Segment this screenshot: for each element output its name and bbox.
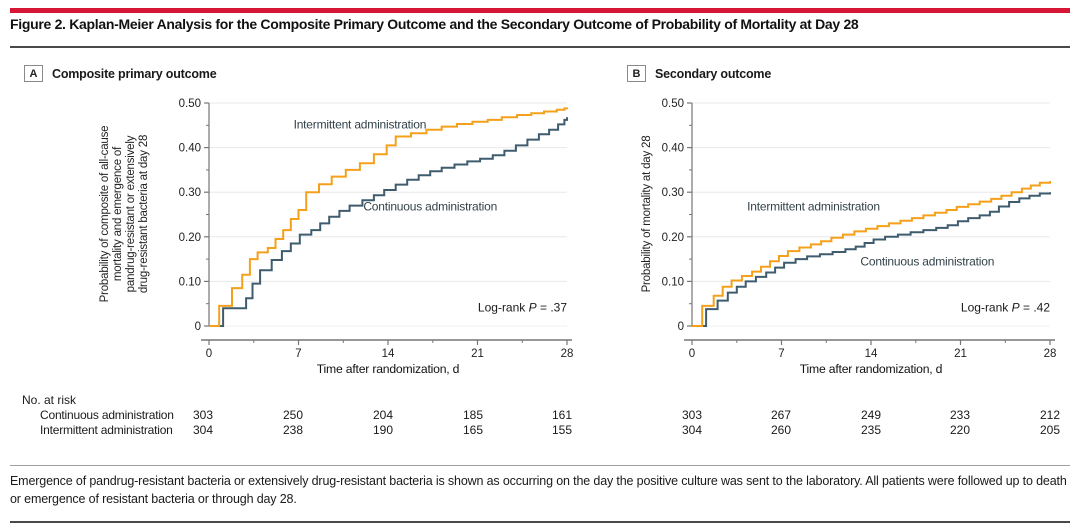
risk-count: 303	[681, 408, 703, 422]
risk-count: 161	[551, 408, 573, 422]
risk-count: 249	[860, 408, 882, 422]
x-tick-label: 14	[865, 348, 878, 360]
x-tick-label: 0	[206, 348, 212, 360]
y-tick-label: 0.10	[662, 276, 684, 288]
x-tick-label: 21	[954, 348, 967, 360]
y-tick-label: 0	[678, 321, 684, 333]
risk-count: 165	[462, 423, 484, 437]
footnote-top-rule	[10, 465, 1070, 466]
log-rank-annotation: Log-rank P = .37	[478, 301, 567, 315]
panel-a-header: A Composite primary outcome	[24, 65, 217, 82]
km-curve-continuous	[209, 117, 568, 327]
x-tick-label: 0	[689, 348, 695, 360]
y-axis-label-line: pandrug-resistant or extensively	[125, 135, 137, 293]
panel-b-header: B Secondary outcome	[627, 65, 771, 82]
x-tick-label: 21	[471, 348, 484, 360]
risk-count: 267	[770, 408, 792, 422]
figure-title: Figure 2. Kaplan-Meier Analysis for the …	[10, 16, 859, 32]
risk-count: 212	[1039, 408, 1061, 422]
risk-count: 233	[949, 408, 971, 422]
risk-count: 304	[192, 423, 214, 437]
panel-b-chart: 0 0.10 0.20 0.30 0.40 0.50 0 7 14 21 28 Time after …	[662, 98, 1057, 376]
panel-b-heading: Secondary outcome	[655, 66, 772, 81]
curve-label: Intermittent administration	[294, 117, 427, 131]
y-axis-label-line: mortality and emergence of	[112, 146, 124, 282]
panel-a-chart: 0 0.10 0.20 0.30 0.40 0.50 0 7 14 21 28 Time after …	[179, 98, 574, 376]
y-tick-label: 0.10	[179, 276, 201, 288]
km-curve-intermittent	[692, 181, 1051, 327]
y-tick-label: 0.50	[662, 98, 684, 110]
footnote-bottom-rule	[10, 521, 1070, 523]
risk-table-heading: No. at risk	[22, 393, 77, 407]
panel-a-tag: A	[24, 65, 43, 82]
risk-count: 238	[282, 423, 304, 437]
log-rank-annotation: Log-rank P = .42	[961, 301, 1050, 315]
panel-a-heading: Composite primary outcome	[52, 66, 217, 81]
x-axis-title: Time after randomization, d	[317, 362, 460, 376]
y-tick-label: 0.30	[662, 187, 684, 199]
risk-count: 185	[462, 408, 484, 422]
x-tick-label: 28	[561, 348, 574, 360]
x-axis-title: Time after randomization, d	[800, 362, 943, 376]
y-tick-label: 0.40	[179, 143, 201, 155]
x-tick-label: 7	[778, 348, 784, 360]
risk-count: 205	[1039, 423, 1061, 437]
x-tick-label: 14	[382, 348, 395, 360]
risk-count: 155	[551, 423, 573, 437]
y-tick-label: 0.30	[179, 187, 201, 199]
panel-b-tag: B	[627, 65, 646, 82]
risk-count: 220	[949, 423, 971, 437]
risk-row-label-continuous: Continuous administration	[40, 408, 174, 422]
y-tick-label: 0.20	[662, 232, 684, 244]
risk-count: 304	[681, 423, 703, 437]
top-accent-rule	[10, 8, 1070, 13]
y-axis-label-line: Probability of composite of all-cause	[99, 125, 111, 303]
y-tick-label: 0.40	[662, 143, 684, 155]
y-tick-label: 0	[195, 321, 201, 333]
curve-label: Intermittent administration	[747, 200, 880, 214]
risk-count: 250	[282, 408, 304, 422]
risk-count: 235	[860, 423, 882, 437]
risk-count: 190	[372, 423, 394, 437]
risk-count: 303	[192, 408, 214, 422]
risk-row-label-intermittent: Intermittent administration	[40, 423, 173, 437]
figure-footnote: Emergence of pandrug-resistant bacteria …	[10, 474, 1067, 507]
x-tick-label: 28	[1044, 348, 1057, 360]
x-tick-label: 7	[295, 348, 301, 360]
risk-count: 260	[770, 423, 792, 437]
y-tick-label: 0.50	[179, 98, 201, 110]
km-curve-continuous	[692, 192, 1051, 327]
curve-label: Continuous administration	[363, 200, 497, 214]
title-divider-rule	[10, 46, 1070, 48]
risk-count: 204	[372, 408, 394, 422]
y-tick-label: 0.20	[179, 232, 201, 244]
curve-label: Continuous administration	[860, 254, 994, 268]
km-curve-intermittent	[209, 107, 568, 327]
